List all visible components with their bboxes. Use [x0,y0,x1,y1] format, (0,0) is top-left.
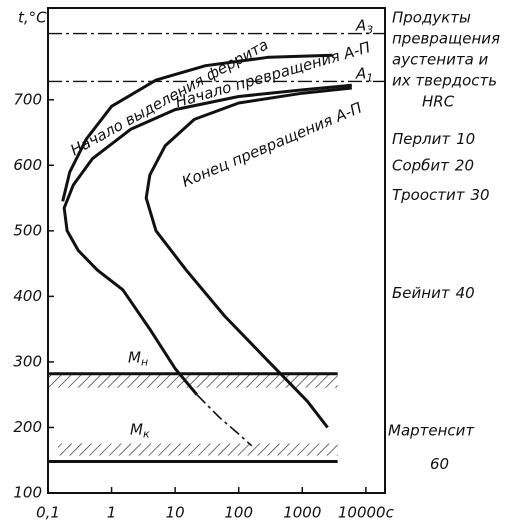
side-header: Продукты [392,9,471,27]
y-tick-label: 500 [13,221,42,239]
side-header: превращения [392,30,500,48]
product-hrc: 60 [430,455,449,473]
curve-label: Конец превращения А-П [179,99,364,191]
x-tick-label: 10000с [338,504,395,522]
y-tick-label: 700 [13,90,42,108]
x-tick-label: 1000 [283,504,321,522]
y-tick-label: 200 [13,418,42,436]
y-tick-label: 600 [13,156,42,174]
product-label: Бейнит 40 [392,284,475,302]
reference-label: Mк [130,420,150,441]
y-tick-label: 100 [13,484,42,502]
reference-label-sub: к [143,428,150,441]
reference-label-main: M [128,348,141,366]
reference-label: Mн [128,348,148,369]
side-header: HRC [422,93,455,111]
product-label: Перлит 10 [392,130,475,148]
side-header: аустенита и [392,51,489,69]
hatch-band [48,373,338,388]
y-axis-label: t,°C [18,9,47,27]
reference-label-sub: 1 [366,71,373,84]
product-hrc: 10 [456,130,475,148]
reference-label: A3 [355,16,373,37]
product-name: Мартенсит [388,421,475,439]
product-hrc: 20 [455,156,474,174]
reference-label-main: M [130,420,143,438]
product-hrc: 40 [456,284,475,302]
x-tick-label: 1 [107,504,117,522]
product-name: Троостит [392,185,466,203]
side-header: их твердость [392,72,497,90]
reference-label-sub: н [141,356,148,369]
x-tick-label: 10 [166,504,185,522]
x-tick-label: 100 [224,504,253,522]
curve [61,53,333,202]
curve [62,83,352,396]
plot-frame [47,7,386,494]
reference-label-main: A [355,16,366,34]
reference-label: A1 [355,64,373,85]
product-label: Троостит 30 [392,185,490,203]
x-tick-label: 0,1 [36,504,60,522]
product-name: Бейнит [392,284,451,302]
product-name: Сорбит [392,156,450,174]
reference-label-sub: 3 [366,24,373,37]
curve [144,86,352,429]
y-tick-label: 300 [13,352,42,370]
product-name: Перлит [392,130,451,148]
reference-label-main: A [355,64,366,82]
curve [196,394,253,447]
y-tick-label: 400 [13,287,42,305]
product-label: Сорбит 20 [392,156,474,174]
hatch-band [58,443,338,456]
product-label: Мартенсит [388,421,475,439]
product-hrc: 30 [471,185,490,203]
